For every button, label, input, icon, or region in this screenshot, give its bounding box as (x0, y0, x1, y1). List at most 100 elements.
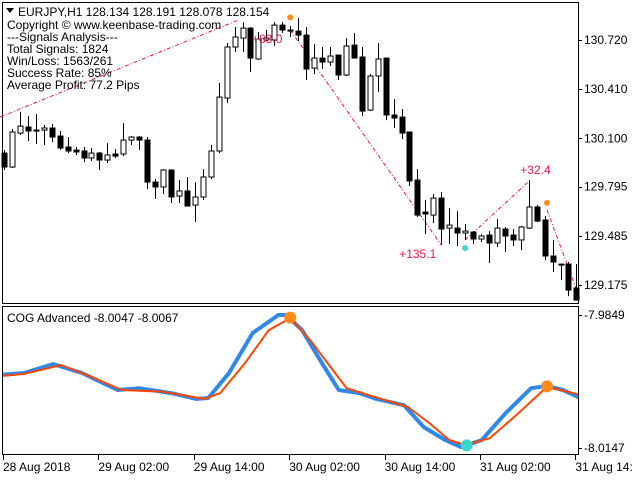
candle (542, 216, 549, 261)
candle-body (303, 34, 310, 70)
candle-body (263, 37, 270, 41)
candle (88, 147, 95, 161)
candle (33, 114, 40, 145)
candle-body (319, 57, 326, 63)
candle (399, 108, 406, 140)
candle-body (184, 190, 191, 207)
candle-body (454, 227, 461, 234)
time-tick-label: 31 Aug 02:00 (480, 460, 551, 474)
time-tick-label: 30 Aug 14:00 (385, 460, 456, 474)
indicator-layer (3, 311, 578, 452)
candle-body (375, 58, 382, 77)
candle-body (414, 179, 421, 216)
candle (446, 208, 453, 245)
info-win-loss: Win/Loss: 1563/261 (7, 54, 113, 68)
candle (152, 179, 159, 200)
info-success-rate: Success Rate: 85% (7, 66, 112, 80)
candle (494, 219, 501, 248)
candle (192, 182, 199, 223)
price-tick-label: 130.720 (584, 33, 628, 47)
candle-body (279, 24, 286, 31)
candle-body (399, 116, 406, 134)
candle-body (81, 150, 88, 159)
candle (565, 262, 572, 297)
buy-signal-dot (462, 245, 469, 252)
candle-body (144, 139, 151, 183)
candle (57, 131, 64, 151)
candle (168, 169, 175, 204)
candle (454, 211, 461, 246)
candle (232, 26, 239, 53)
candle-body (57, 135, 64, 149)
time-tick-label: 30 Aug 02:00 (289, 460, 360, 474)
candle (255, 32, 262, 60)
candle (81, 147, 88, 163)
candle (49, 124, 56, 142)
info-copyright: Copyright © www.keenbase-trading.com (7, 18, 221, 32)
candle-body (573, 287, 580, 301)
time-tick-label: 28 Aug 2018 (3, 460, 71, 474)
signals-layer (287, 14, 550, 252)
sell-signal-dot (287, 14, 294, 21)
candle-body (486, 234, 493, 244)
candle-body (9, 131, 16, 168)
candle (422, 200, 429, 235)
candle-body (49, 127, 56, 138)
candle (391, 98, 398, 129)
buy-signal-dot (460, 439, 473, 452)
candle-body (65, 146, 72, 152)
candle-body (41, 127, 48, 131)
candle (510, 229, 517, 246)
candle-body (478, 235, 485, 240)
candle-body (359, 56, 366, 112)
candle-body (240, 27, 247, 39)
candle-body (502, 228, 509, 237)
time-tick-label: 29 Aug 02:00 (98, 460, 169, 474)
candle-body (391, 114, 398, 119)
candle-body (494, 227, 501, 244)
candle (17, 111, 24, 135)
sell-signal-dot (543, 199, 550, 206)
candle (128, 136, 135, 145)
price-tick-label: 129.485 (584, 229, 628, 243)
candle (351, 33, 358, 59)
candle (287, 26, 294, 37)
candle-body (247, 27, 254, 59)
candle (367, 74, 374, 112)
candle-body (327, 55, 334, 63)
candle (73, 147, 80, 155)
candle-body (96, 152, 103, 161)
candle (120, 123, 127, 157)
candle (144, 137, 151, 190)
indicator-tick-label: -7.9849 (584, 308, 625, 322)
candle-body (343, 45, 350, 76)
candle-body (192, 196, 199, 206)
candle (375, 43, 382, 93)
candles-layer[interactable] (1, 17, 580, 301)
candle-body (88, 152, 95, 159)
candle-body (200, 176, 207, 198)
indicator-tick-label: -8.0147 (584, 441, 625, 455)
price-tick-label: 130.100 (584, 131, 628, 145)
candle-body (128, 136, 135, 141)
candle-body (176, 190, 183, 197)
candle-body (232, 36, 239, 48)
candle (359, 46, 366, 117)
candle-body (224, 46, 231, 99)
candle-body (534, 206, 541, 222)
candle (247, 26, 254, 73)
candle (9, 128, 16, 168)
candle (526, 180, 533, 230)
candle-body (1, 152, 8, 168)
candle-body (470, 231, 477, 240)
candle-body (430, 197, 437, 216)
profit-label: +32.4 (520, 163, 551, 177)
candle-body (168, 169, 175, 198)
candle (1, 150, 8, 171)
candle-body (295, 30, 302, 36)
triangle-down-icon[interactable] (6, 8, 14, 13)
candle (438, 192, 445, 246)
zigzag-line (0, 19, 239, 118)
candle-body (518, 226, 525, 241)
candle-body (152, 181, 159, 188)
